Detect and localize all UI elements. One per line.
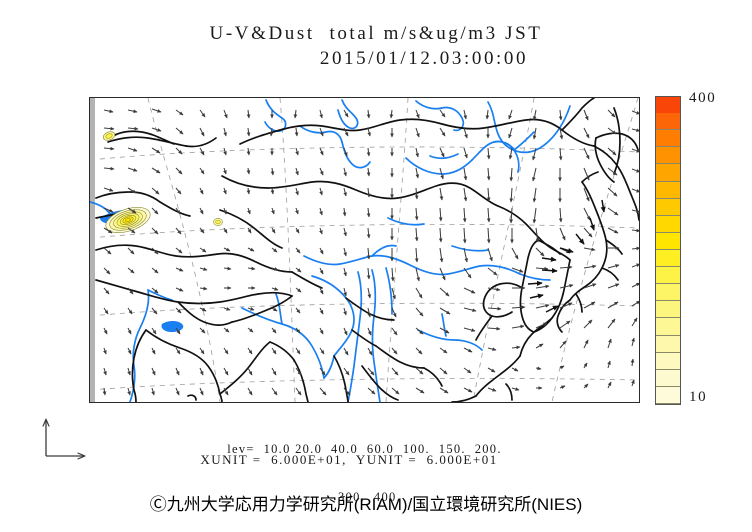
colorbar[interactable]: 400 10: [655, 90, 715, 405]
colorbar-band: [656, 198, 680, 216]
colorbar-band: [656, 267, 680, 285]
chart-title-block: U-V&Dust total m/s&ug/m3 JST 2015/01/12.…: [0, 22, 752, 71]
dust-plume-contours: [102, 131, 223, 233]
contour-levels-line1: lev= 10.0 20.0 40.0 60.0 100. 150. 200.: [227, 442, 502, 456]
graticule-lines: [90, 98, 639, 402]
vector-unit-label: XUNIT = 6.000E+01, YUNIT = 6.000E+01: [200, 452, 498, 467]
river-network: [90, 99, 571, 402]
colorbar-min-label: 10: [689, 389, 708, 405]
colorbar-band: [656, 181, 680, 199]
chart-datetime: 2015/01/12.03:00:00: [319, 48, 529, 69]
page-title: U-V&Dust total m/s&ug/m3 JST: [209, 23, 543, 44]
map-vector-canvas: [90, 98, 639, 402]
coastline-and-borders: [95, 98, 639, 402]
colorbar-band: [656, 215, 680, 233]
colorbar-band: [656, 97, 680, 114]
colorbar-max-label: 400: [689, 90, 717, 106]
colorbar-band: [656, 352, 680, 370]
axis-arrows-icon: [40, 408, 106, 468]
map-left-margin-band: [90, 98, 95, 402]
colorbar-band: [656, 284, 680, 302]
colorbar-band: [656, 318, 680, 336]
colorbar-band: [656, 113, 680, 131]
colorbar-gradient: [655, 96, 681, 405]
wind-vector-field: [102, 108, 639, 396]
colorbar-band: [656, 369, 680, 387]
colorbar-band: [656, 301, 680, 319]
colorbar-band: [656, 232, 680, 251]
copyright-credit: Ⓒ九州大学応用力学研究所(RIAM)/国立環境研究所(NIES): [149, 495, 583, 514]
contour-levels-legend: lev= 10.0 20.0 40.0 60.0 100. 150. 200. …: [89, 409, 640, 521]
colorbar-band: [656, 335, 680, 353]
map-plot-area[interactable]: [89, 97, 640, 403]
colorbar-band: [656, 164, 680, 182]
vector-reference-axes: [40, 408, 106, 468]
contour-levels-line2: 300. 400.: [338, 490, 401, 504]
colorbar-band: [656, 386, 680, 404]
colorbar-band: [656, 147, 680, 165]
wind-vector-field-strong: [527, 199, 606, 313]
colorbar-band: [656, 250, 680, 268]
colorbar-band: [656, 130, 680, 148]
